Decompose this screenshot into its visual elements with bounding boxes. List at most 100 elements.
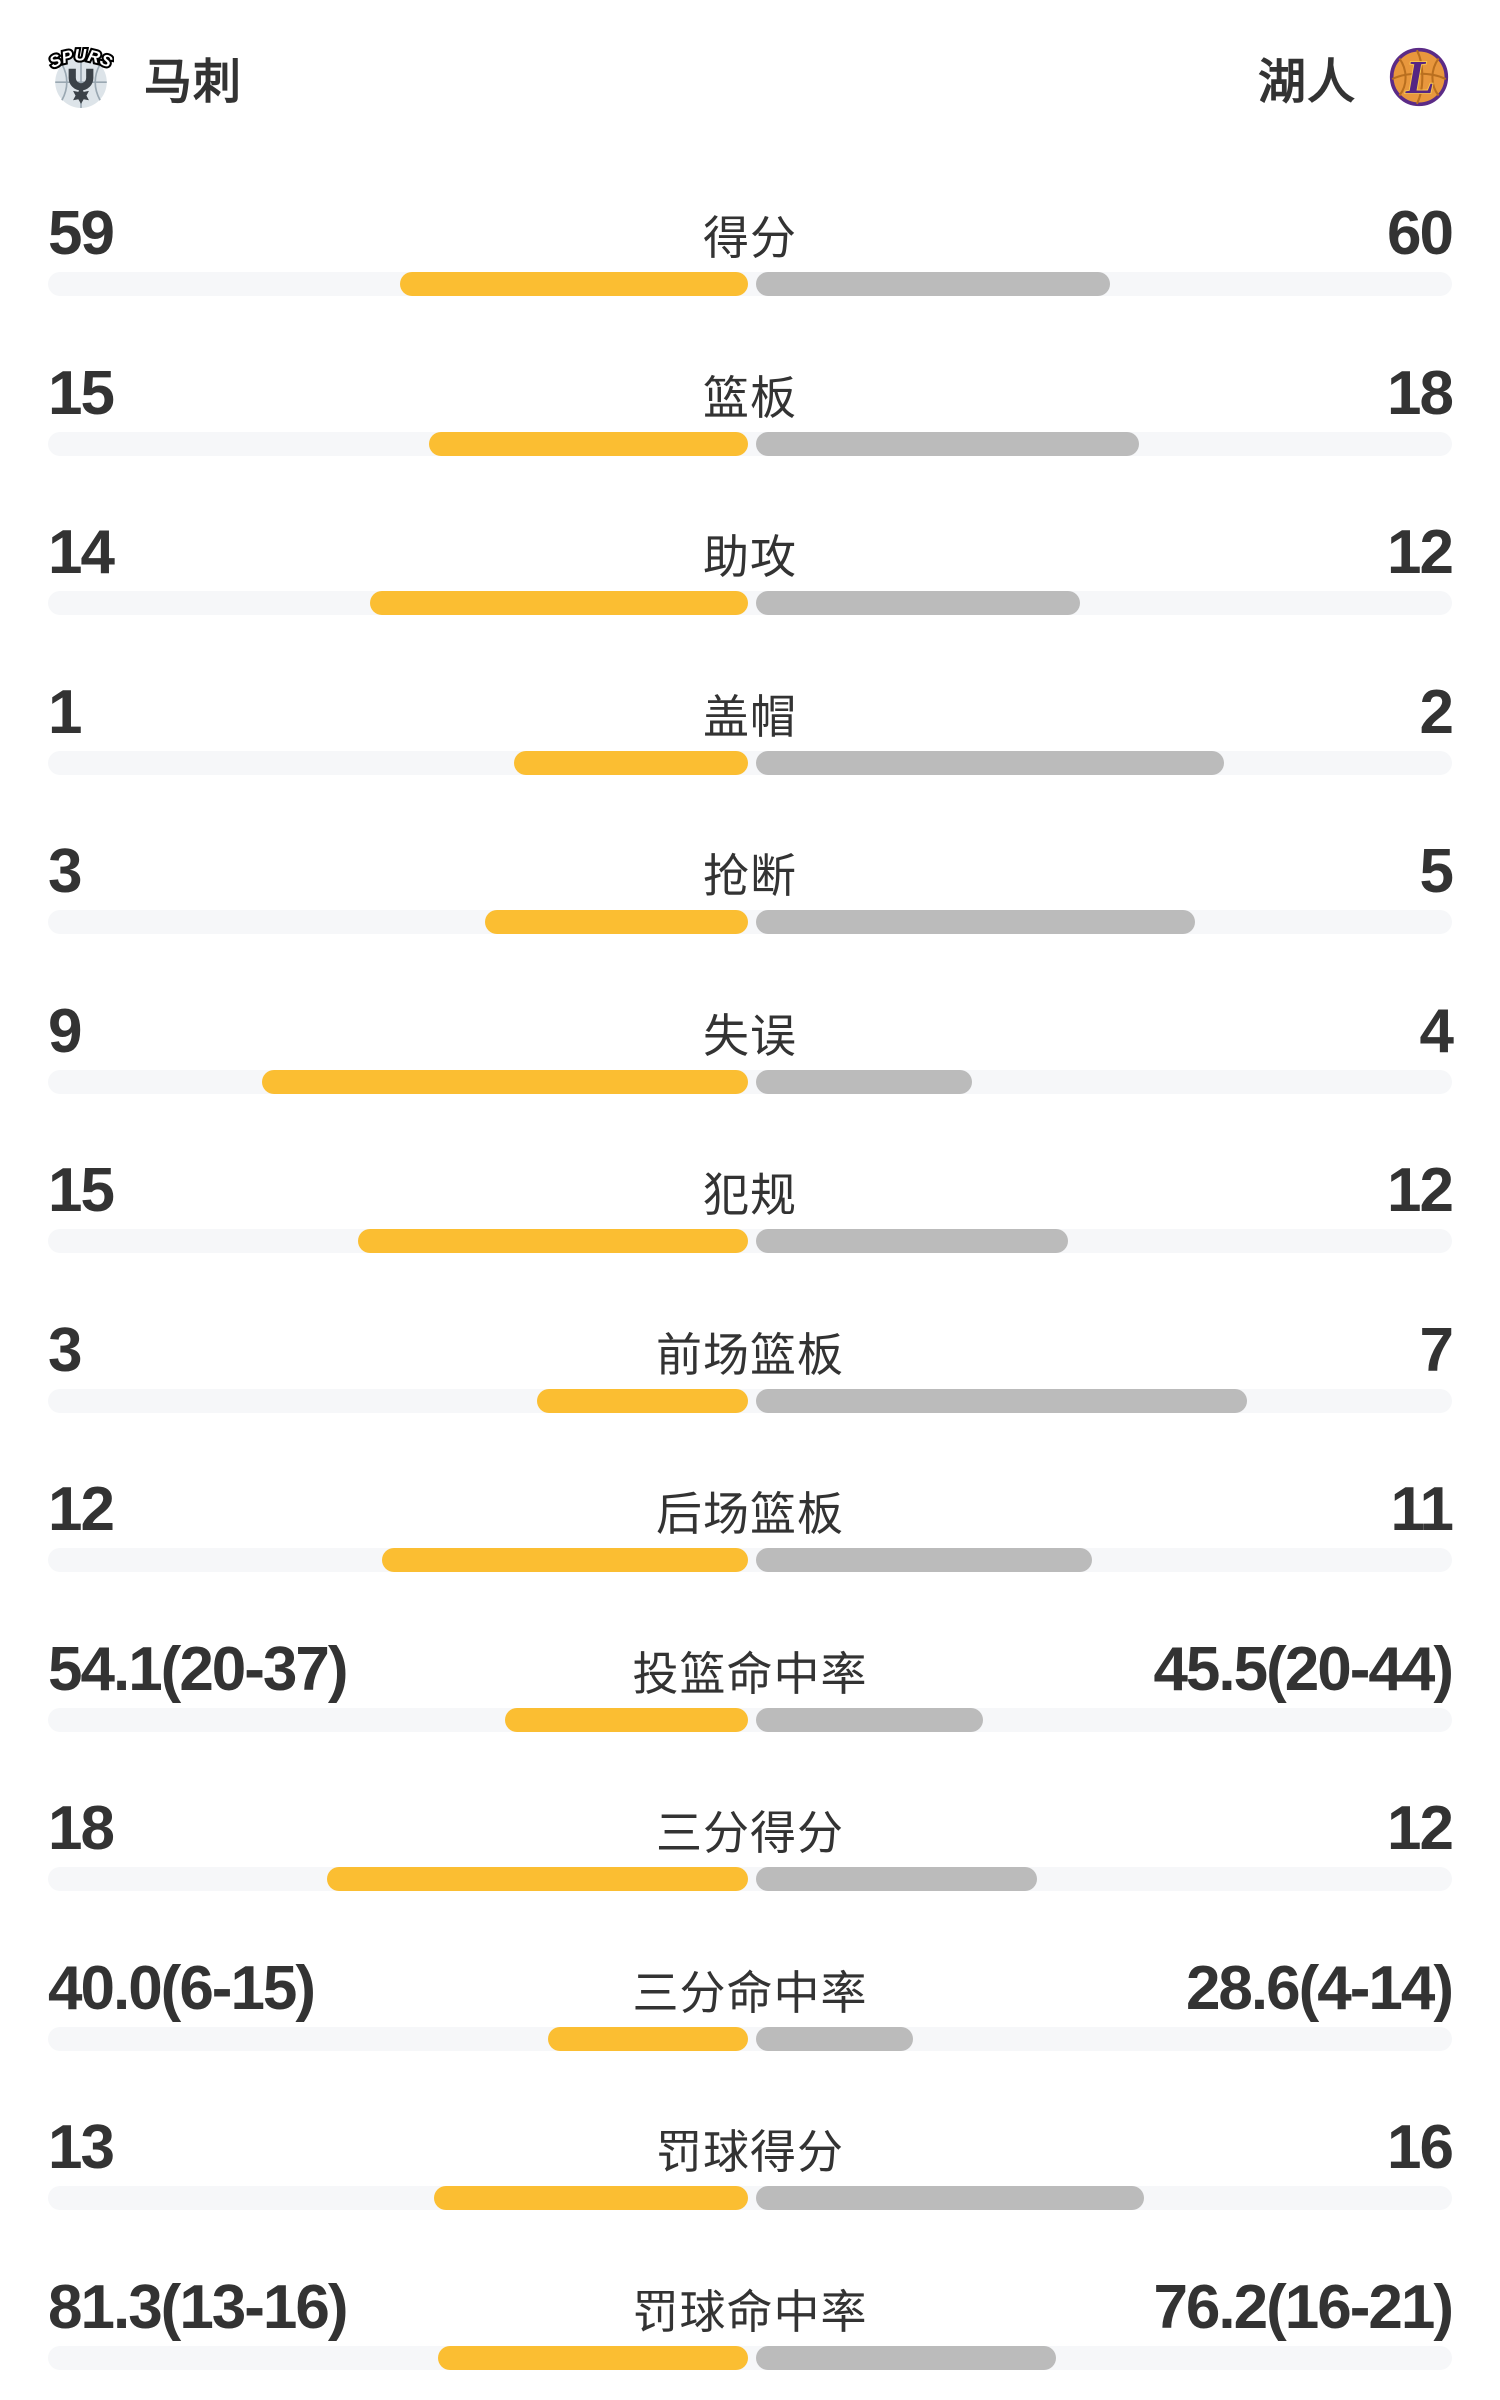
stat-text: 3 抢断 5	[48, 837, 1454, 906]
stat-bar-right	[756, 431, 1139, 456]
stat-label: 得分	[703, 212, 797, 264]
stat-label: 罚球得分	[656, 2126, 844, 2178]
svg-text:L: L	[1405, 53, 1435, 105]
stat-value-left: 81.3(13-16)	[48, 2272, 349, 2342]
stat-text: 40.0(6-15) 三分命中率 28.6(4-14)	[48, 1953, 1454, 2023]
stat-bar-left	[514, 750, 748, 775]
stat-bar-right	[756, 1388, 1248, 1413]
stat-value-right: 28.6(4-14)	[1185, 1953, 1454, 2023]
stat-text: 15 犯规 12	[48, 1156, 1454, 1225]
stat-value-right: 45.5(20-44)	[1153, 1634, 1454, 1704]
stat-label: 三分得分	[656, 1807, 844, 1859]
stat-bar-track	[48, 1867, 1452, 1891]
stat-text: 3 前场篮板 7	[48, 1315, 1454, 1385]
stat-row-5: 3 抢断 5	[48, 837, 1454, 934]
stat-row-13: 13 罚球得分 16	[48, 2113, 1454, 2210]
stat-bar-track	[48, 2186, 1452, 2210]
stat-bar-left	[357, 1229, 748, 1253]
stat-bar-left	[433, 2186, 748, 2210]
stat-label: 投篮命中率	[632, 1647, 868, 1700]
stat-text: 54.1(20-37) 投篮命中率 45.5(20-44)	[48, 1634, 1454, 1704]
stat-value-right: 12	[1387, 1794, 1454, 1863]
stat-bar-left	[370, 591, 748, 615]
stat-text: 15 篮板 18	[48, 358, 1454, 428]
stat-value-right: 18	[1387, 358, 1454, 428]
stat-value-left: 3	[48, 1315, 82, 1385]
stat-bar-track	[48, 750, 1452, 775]
stat-bar-right	[756, 750, 1225, 775]
stat-label: 抢断	[703, 850, 797, 902]
stat-text: 13 罚球得分 16	[48, 2113, 1454, 2182]
stat-text: 81.3(13-16) 罚球命中率 76.2(16-21)	[48, 2272, 1454, 2342]
stat-bar-left	[428, 431, 748, 456]
stat-value-left: 15	[48, 1156, 115, 1225]
stat-value-left: 1	[48, 677, 82, 747]
stat-label: 犯规	[703, 1169, 797, 1221]
stat-bar-right	[756, 2026, 913, 2051]
header: SPURS 马刺 湖人 L	[0, 0, 1500, 110]
stat-text: 9 失误 4	[48, 996, 1454, 1066]
stat-text: 12 后场篮板 11	[48, 1475, 1454, 1544]
stat-bar-left	[547, 2026, 748, 2051]
stat-bar-left	[484, 910, 748, 934]
team-left-name: 马刺	[144, 56, 243, 109]
stat-row-8: 3 前场篮板 7	[48, 1315, 1454, 1413]
stat-value-right: 11	[1390, 1475, 1454, 1544]
stat-bar-track	[48, 1069, 1452, 1094]
stat-bar-track	[48, 1388, 1452, 1413]
stat-value-right: 12	[1387, 1156, 1454, 1225]
stat-row-3: 14 助攻 12	[48, 518, 1454, 615]
stat-value-left: 54.1(20-37)	[48, 1634, 349, 1704]
stat-bar-left	[537, 1388, 748, 1413]
stat-value-left: 18	[48, 1794, 115, 1863]
team-right-name: 湖人	[1257, 56, 1356, 109]
stat-bar-track	[48, 431, 1452, 456]
stat-value-right: 5	[1419, 837, 1454, 906]
stat-value-left: 13	[48, 2113, 115, 2182]
stat-row-2: 15 篮板 18	[48, 358, 1454, 456]
team-left: SPURS 马刺	[48, 42, 242, 112]
stat-value-right: 76.2(16-21)	[1153, 2272, 1454, 2342]
stat-bar-track	[48, 2026, 1452, 2051]
stat-value-right: 12	[1387, 518, 1454, 587]
stat-bar-right	[756, 910, 1195, 934]
stat-bar-right	[756, 1069, 973, 1094]
stat-label: 后场篮板	[656, 1488, 844, 1540]
stat-bar-left	[262, 1069, 748, 1094]
stat-bar-right	[756, 591, 1081, 615]
stat-value-left: 40.0(6-15)	[48, 1953, 316, 2023]
stat-row-4: 1 盖帽 2	[48, 677, 1454, 775]
stat-label: 失误	[703, 1009, 797, 1062]
stat-label: 助攻	[703, 531, 797, 583]
stat-label: 三分命中率	[632, 1966, 868, 2019]
stat-value-left: 9	[48, 996, 82, 1066]
stat-row-11: 18 三分得分 12	[48, 1794, 1454, 1891]
stat-bar-left	[399, 272, 748, 296]
stat-bar-track	[48, 591, 1452, 615]
stat-bar-right	[756, 1867, 1037, 1891]
stat-bar-right	[756, 2186, 1144, 2210]
stat-value-right: 4	[1419, 996, 1454, 1066]
stat-label: 篮板	[703, 371, 797, 424]
stat-bar-track	[48, 1229, 1452, 1253]
lakers-logo: L	[1386, 44, 1452, 110]
stat-label: 前场篮板	[656, 1328, 844, 1381]
stat-bar-left	[326, 1867, 748, 1891]
team-right: 湖人 L	[1258, 42, 1452, 112]
stat-value-left: 15	[48, 358, 115, 428]
stat-row-7: 15 犯规 12	[48, 1156, 1454, 1253]
stat-bar-right	[756, 1707, 983, 1732]
stat-label: 罚球命中率	[632, 2285, 868, 2338]
stat-label: 盖帽	[703, 690, 797, 743]
stat-value-right: 2	[1419, 677, 1454, 747]
stat-bar-track	[48, 910, 1452, 934]
stat-bar-right	[756, 1548, 1092, 1572]
stat-value-right: 7	[1419, 1315, 1454, 1385]
stat-value-left: 59	[48, 199, 115, 268]
stat-bar-track	[48, 2345, 1452, 2370]
stat-value-left: 12	[48, 1475, 115, 1544]
stat-bar-track	[48, 272, 1452, 296]
stat-row-6: 9 失误 4	[48, 996, 1454, 1094]
stat-bar-left	[438, 2345, 748, 2370]
